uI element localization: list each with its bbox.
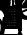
Text: Fig.  2: Fig. 2 <box>0 5 27 35</box>
Bar <box>5 26 18 27</box>
Bar <box>17 25 19 26</box>
Bar <box>5 7 6 27</box>
Circle shape <box>11 11 12 12</box>
Circle shape <box>7 14 8 15</box>
Bar <box>17 7 18 27</box>
Text: 47: 47 <box>21 0 27 21</box>
Bar <box>6 25 17 26</box>
Bar <box>6 14 17 15</box>
Bar <box>17 7 18 27</box>
Text: 48: 48 <box>0 0 27 17</box>
Bar <box>5 7 18 27</box>
Circle shape <box>8 17 9 18</box>
Circle shape <box>6 11 7 12</box>
Bar <box>17 17 19 18</box>
Bar <box>6 11 17 12</box>
Circle shape <box>8 11 9 12</box>
Bar <box>5 26 18 27</box>
Text: 49: 49 <box>0 0 27 17</box>
Circle shape <box>12 17 13 18</box>
Circle shape <box>10 17 11 18</box>
Text: 30: 30 <box>19 0 27 15</box>
Bar <box>5 7 18 8</box>
Circle shape <box>14 11 15 12</box>
Bar <box>17 14 19 15</box>
Bar <box>6 8 17 26</box>
Circle shape <box>6 17 7 18</box>
Bar <box>5 7 18 8</box>
Bar <box>19 10 20 30</box>
Bar <box>5 7 18 27</box>
Circle shape <box>14 14 15 15</box>
Circle shape <box>12 14 13 15</box>
Text: FROM
50: FROM 50 <box>0 0 27 35</box>
Bar <box>17 11 19 12</box>
Bar <box>6 17 17 18</box>
Circle shape <box>14 17 15 18</box>
Bar <box>5 7 6 27</box>
